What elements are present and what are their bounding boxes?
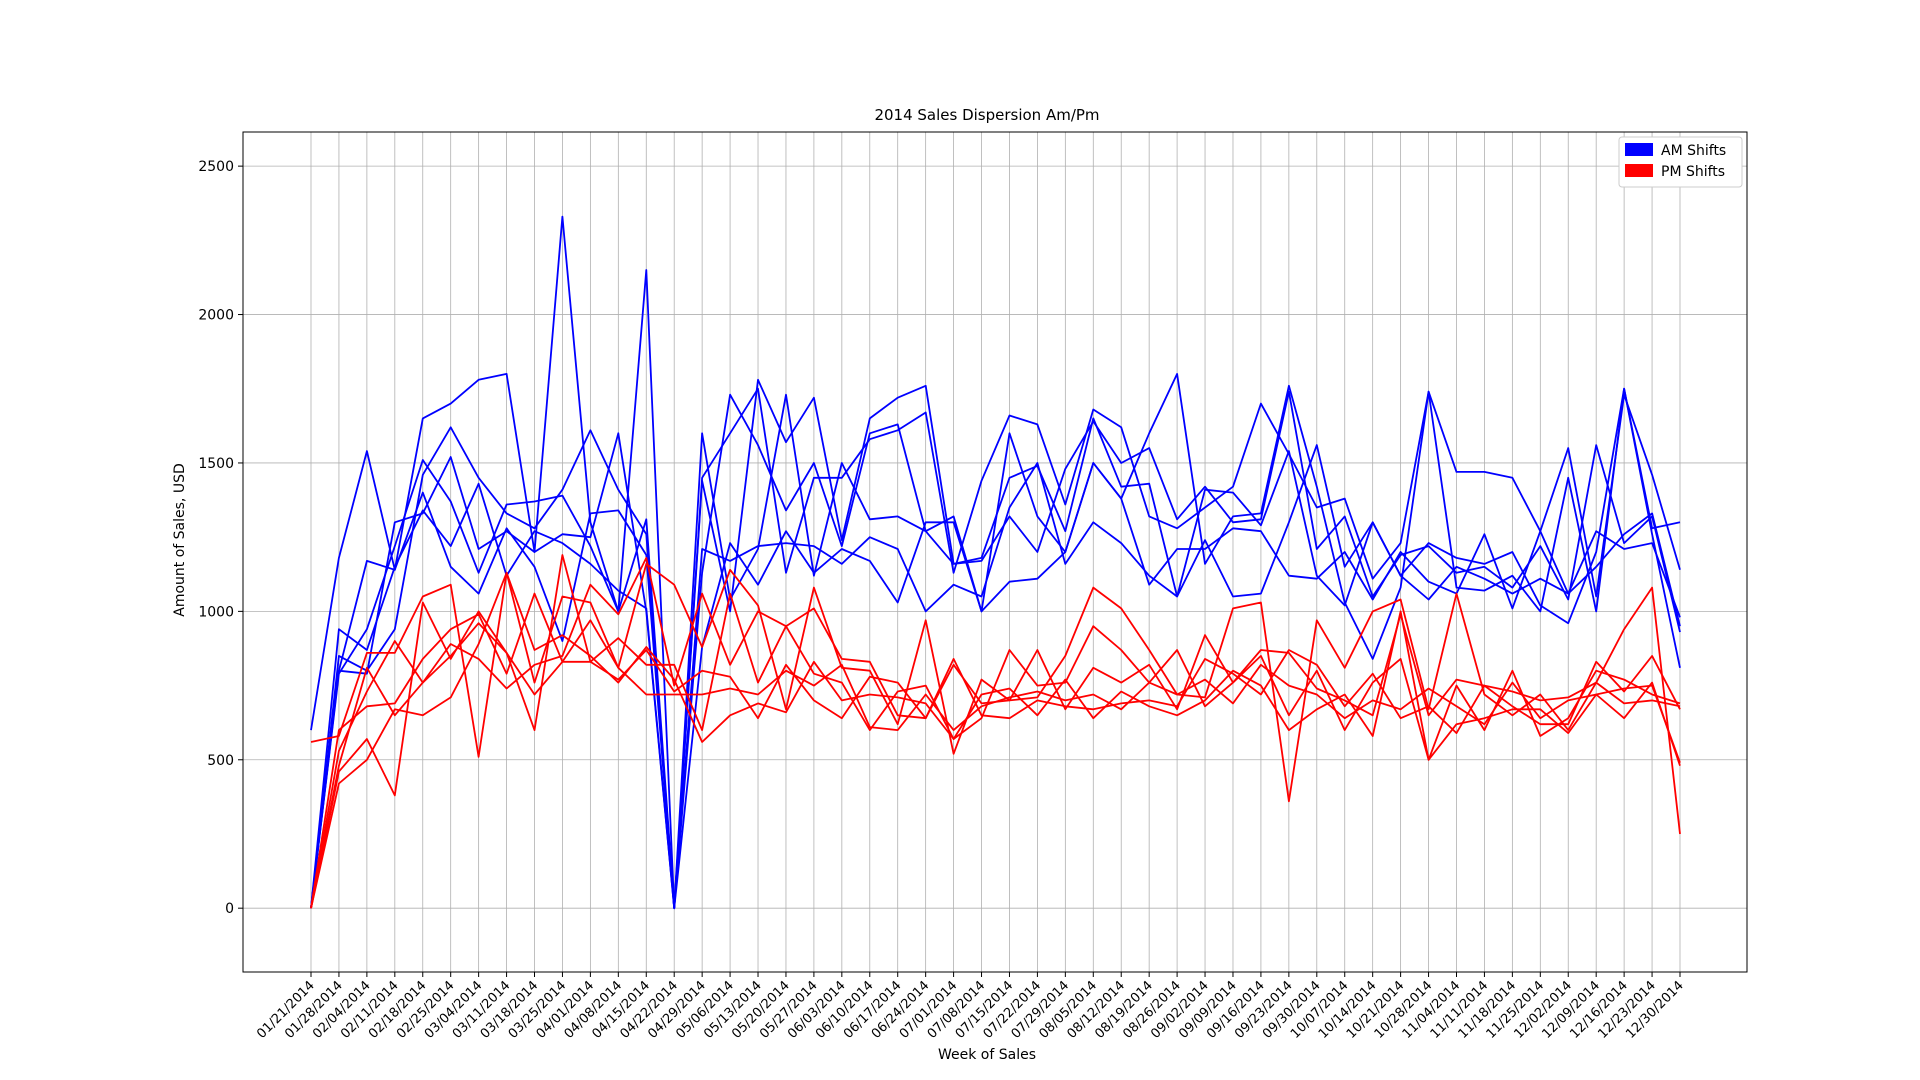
y-tick-label: 1000 <box>198 604 234 620</box>
y-tick-label: 1500 <box>198 456 234 472</box>
series-lines <box>310 215 1681 910</box>
legend-am-label: AM Shifts <box>1661 143 1726 159</box>
y-tick-label: 2000 <box>198 308 234 324</box>
grid-lines <box>243 132 1747 972</box>
x-axis-label: Week of Sales <box>938 1047 1036 1063</box>
pm-shift-series-line <box>310 571 1681 909</box>
am-shift-series-line <box>310 372 1681 910</box>
y-axis-label: Amount of Sales, USD <box>172 463 188 617</box>
y-tick-label: 2500 <box>198 159 234 175</box>
axes <box>242 131 1748 973</box>
legend: AM Shifts PM Shifts <box>1618 136 1743 188</box>
plot-frame <box>242 131 1748 973</box>
x-ticks: 01/21/201401/28/201402/04/201402/11/2014… <box>254 972 1687 1042</box>
am-shift-series-line <box>310 462 1681 910</box>
y-ticks: 0 500 1000 1500 2000 2500 <box>198 159 243 917</box>
pm-shift-series-line <box>310 592 1681 909</box>
am-shift-series-line <box>310 215 1681 910</box>
legend-pm-swatch <box>1625 164 1653 177</box>
pm-shift-series-line <box>310 554 1681 909</box>
y-tick-label: 0 <box>225 901 234 917</box>
am-shift-series-line <box>310 387 1681 910</box>
am-shift-series-line <box>310 390 1681 910</box>
pm-shift-series-line <box>310 563 1681 835</box>
legend-pm-label: PM Shifts <box>1661 164 1725 180</box>
legend-am-swatch <box>1625 143 1653 156</box>
chart-title: 2014 Sales Dispersion Am/Pm <box>874 106 1099 124</box>
am-shift-series-line <box>310 450 1681 910</box>
y-tick-label: 500 <box>207 753 234 769</box>
pm-shift-series-line <box>310 622 1681 909</box>
